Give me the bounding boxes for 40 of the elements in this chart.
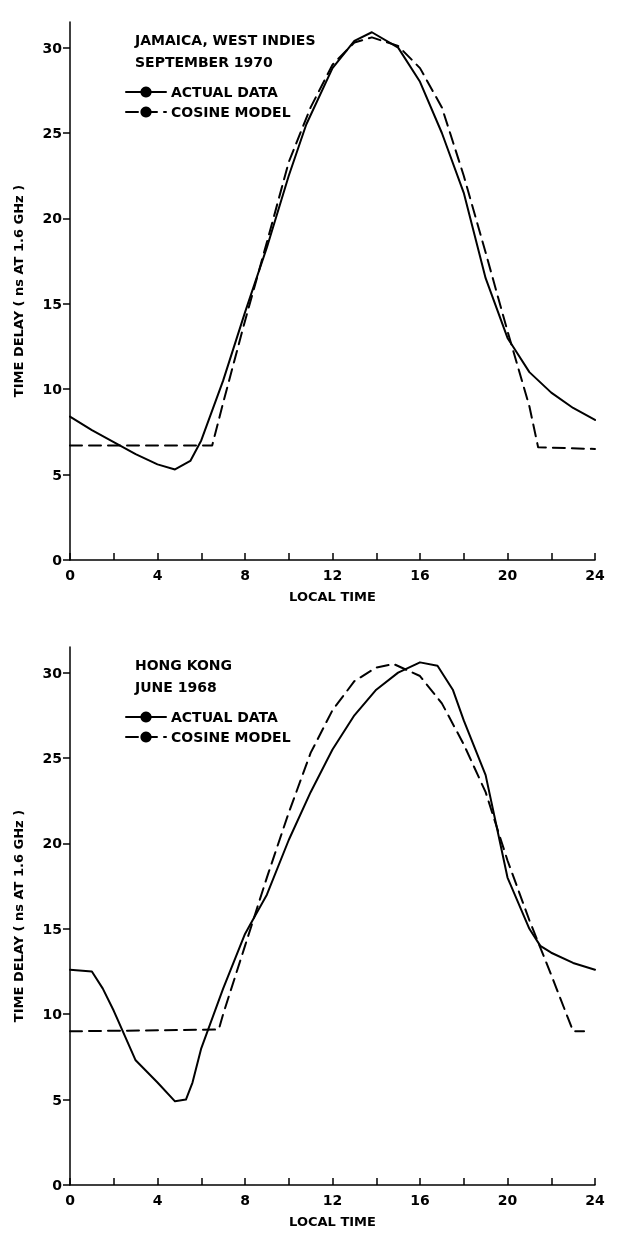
y-tick-label: 10: [42, 1006, 63, 1023]
y-tick-label: 20: [42, 210, 63, 227]
x-tick-label: 8: [240, 1192, 250, 1208]
y-tick-label: 25: [42, 750, 62, 767]
text: JUNE 1968: [134, 679, 217, 695]
y-tick-label: 25: [42, 125, 62, 142]
y-tick-label: 0: [52, 1177, 63, 1193]
y-tick-label: 10: [42, 381, 63, 398]
text: SEPTEMBER 1970: [135, 54, 274, 70]
y-tick-label: 5: [52, 466, 62, 483]
x-tick-label: 24: [585, 567, 605, 583]
y-tick-label: 15: [42, 295, 62, 312]
x-tick-label: 4: [152, 1192, 163, 1208]
x-tick-label: 0: [65, 567, 76, 583]
x-tick-label: 4: [152, 567, 163, 583]
y-tick-label: 20: [42, 835, 63, 852]
x-tick-label: 0: [65, 1192, 76, 1208]
x-tick-label: 8: [240, 567, 250, 583]
y-axis-title: TIME DELAY ( ns AT 1.6 GHz ): [11, 184, 26, 398]
x-tick-label: 16: [410, 1192, 430, 1208]
legend-label: COSINE MODEL: [171, 729, 291, 745]
y-tick-label: 5: [52, 1091, 62, 1108]
legend-label: ACTUAL DATA: [171, 709, 279, 725]
y-tick-label: 15: [42, 920, 62, 937]
x-axis-title: LOCAL TIME: [289, 589, 376, 604]
y-tick-label: 0: [52, 552, 63, 568]
text: HONG KONG: [135, 657, 233, 673]
legend-label: COSINE MODEL: [171, 104, 291, 120]
x-tick-label: 16: [410, 567, 430, 583]
x-tick-label: 12: [322, 567, 343, 583]
x-tick-label: 20: [497, 567, 518, 583]
x-tick-label: 12: [322, 1192, 343, 1208]
y-tick-label: 30: [42, 664, 63, 681]
y-axis-title: TIME DELAY ( ns AT 1.6 GHz ): [11, 809, 26, 1023]
x-axis-title: LOCAL TIME: [289, 1214, 376, 1229]
x-tick-label: 20: [497, 1192, 518, 1208]
text: JAMAICA, WEST INDIES: [134, 32, 316, 48]
x-tick-label: 24: [585, 1192, 605, 1208]
y-tick-label: 30: [42, 39, 63, 56]
legend-label: ACTUAL DATA: [171, 84, 279, 100]
